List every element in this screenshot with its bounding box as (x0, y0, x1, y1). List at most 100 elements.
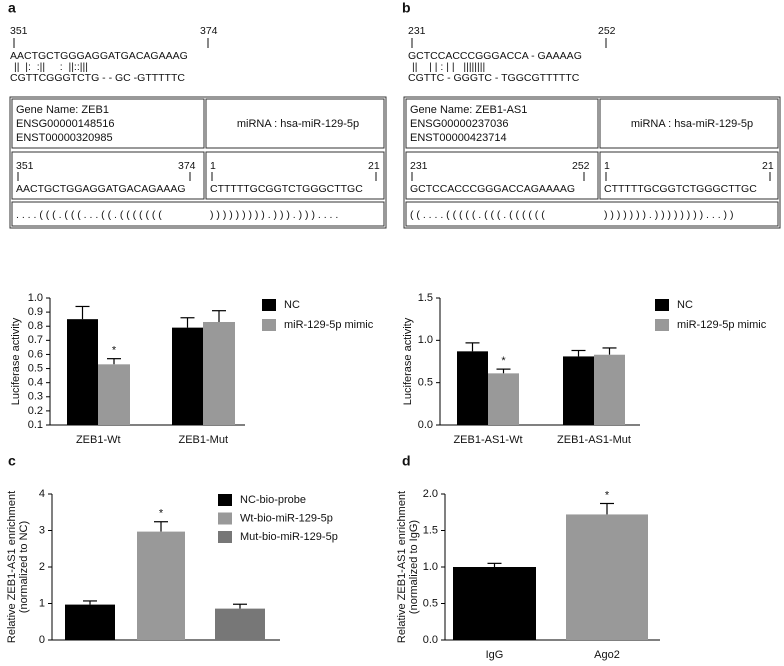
annotation: * (112, 345, 117, 357)
legend-label: Mut-bio-miR-129-5p (240, 531, 338, 543)
y-tick-label: 0.2 (28, 405, 43, 417)
gene-name: Gene Name: ZEB1-AS1 (410, 104, 527, 116)
y-tick-label: 0.6 (28, 348, 43, 360)
annotation: * (159, 508, 164, 520)
left-seq: GCTCCACCCGGGACCAGAAAAG (410, 183, 575, 195)
legend-swatch (218, 531, 232, 543)
legend-swatch (262, 299, 276, 311)
y-tick-label: 1.0 (418, 334, 433, 346)
x-tick-label: ZEB1-AS1-Mut (557, 434, 631, 446)
left-start: 351 (16, 160, 34, 172)
cell (405, 201, 779, 227)
enst: ENST00000423714 (410, 132, 507, 144)
x-tick-label: Ago2 (594, 649, 620, 661)
legend-label: miR-129-5p mimic (677, 319, 767, 331)
seq-pairs: || |: :|| : ||::||| (14, 61, 88, 73)
seq-start: 231 (408, 25, 426, 37)
y-tick-label: 1.0 (28, 292, 43, 304)
left-end: 374 (178, 160, 196, 172)
bar (215, 608, 265, 640)
y-tick-label: 0 (39, 634, 45, 646)
y-tick-label: 3 (39, 524, 45, 536)
panel-label: b (402, 0, 411, 16)
left-struct: ( ( . . . . ( ( ( ( ( . ( ( ( . ( ( ( ( … (410, 209, 545, 221)
bar (98, 364, 130, 425)
right-start: 1 (604, 160, 610, 172)
right-end: 21 (762, 160, 774, 172)
seq-start: 351 (10, 25, 28, 37)
bar (65, 604, 115, 640)
x-tick-label: ZEB1-Mut (178, 434, 228, 446)
y-tick-label: 0.3 (28, 391, 43, 403)
y-tick-label: 1.5 (418, 292, 433, 304)
right-start: 1 (210, 160, 216, 172)
mirna: miRNA : hsa-miR-129-5p (631, 118, 753, 130)
gene-name: Gene Name: ZEB1 (16, 104, 109, 116)
right-struct: ) ) ) ) ) ) ) ) ) . ) ) ) . ) ) ) . . . … (210, 209, 338, 221)
box-outer (403, 96, 781, 229)
cell (11, 201, 385, 227)
y-axis-label: Luciferase activity (402, 317, 414, 405)
ensg: ENSG00000237036 (410, 118, 508, 130)
panel-label: d (402, 453, 411, 469)
y-tick-label: 0.4 (28, 377, 43, 389)
y-tick-label: 1.0 (423, 561, 438, 573)
mirna: miRNA : hsa-miR-129-5p (237, 118, 359, 130)
annotation: * (501, 355, 506, 367)
right-struct: ) ) ) ) ) ) ) . ) ) ) ) ) ) ) ) . . . ) … (604, 209, 733, 221)
left-struct: . . . . ( ( ( . ( ( ( . . . ( ( . ( ( ( … (16, 209, 162, 221)
cell (405, 98, 599, 149)
left-end: 252 (572, 160, 590, 172)
cell (599, 151, 779, 200)
y-tick-label: 0.0 (418, 419, 433, 431)
bar (563, 356, 594, 425)
seq-end: 252 (598, 25, 616, 37)
legend-label: NC (677, 299, 693, 311)
y-tick-label: 4 (39, 488, 45, 500)
y-tick-label: 0.7 (28, 334, 43, 346)
y-tick-label: 0.9 (28, 306, 43, 318)
bar (172, 327, 203, 425)
legend-swatch (655, 319, 669, 331)
legend-swatch (218, 512, 232, 525)
legend-label: NC (284, 299, 300, 311)
x-tick-label: ZEB1-Wt (76, 434, 121, 446)
bar (137, 531, 185, 640)
x-tick-label: IgG (486, 649, 504, 661)
y-tick-label: 0.5 (28, 362, 43, 374)
seq-pairs: || | | : | | |||||||| (412, 61, 485, 73)
cell (205, 98, 385, 149)
y-axis-label: (normalized to IgG) (408, 520, 420, 614)
cell (405, 151, 599, 200)
bar (457, 351, 488, 425)
y-tick-label: 1.5 (423, 524, 438, 536)
annotation: * (605, 489, 610, 501)
cell (11, 98, 205, 149)
y-axis-label: Relative ZEB1-AS1 enrichment (6, 491, 18, 643)
right-seq: CTTTTTGCGGTCTGGGCTTGC (604, 183, 757, 195)
legend-swatch (655, 299, 669, 311)
right-seq: CTTTTTGCGGTCTGGGCTTGC (210, 183, 363, 195)
y-tick-label: 0.8 (28, 320, 43, 332)
bar (488, 373, 519, 425)
seq-bottom: CGTTCGGGTCTG - - GC -GTTTTTC (10, 72, 185, 84)
y-tick-label: 0.5 (423, 597, 438, 609)
cell (205, 151, 385, 200)
legend-swatch (262, 319, 276, 331)
box-outer (9, 96, 387, 229)
legend-swatch (218, 494, 232, 506)
seq-bottom: CGTTC - GGGTC - TGGCGTTTTTC (408, 72, 580, 84)
ensg: ENSG00000148516 (16, 118, 114, 130)
seq-top: AACTGCTGGGAGGATGACAGAAAG (10, 50, 188, 62)
y-axis-label: (normalized to NC) (18, 521, 30, 613)
cell (11, 151, 205, 200)
legend-label: miR-129-5p mimic (284, 319, 374, 331)
x-tick-label: ZEB1-AS1-Wt (453, 434, 522, 446)
legend-label: Wt-bio-miR-129-5p (240, 512, 333, 524)
seq-end: 374 (200, 25, 218, 37)
panel-label: c (8, 453, 16, 469)
seq-top: GCTCCACCCGGGACCA - GAAAAG (408, 50, 582, 62)
panel-label: a (8, 0, 16, 16)
y-tick-label: 0.0 (423, 634, 438, 646)
